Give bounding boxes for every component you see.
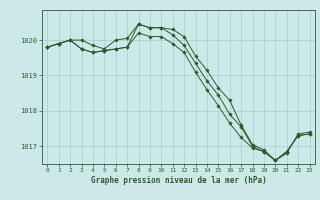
X-axis label: Graphe pression niveau de la mer (hPa): Graphe pression niveau de la mer (hPa) [91,176,266,185]
